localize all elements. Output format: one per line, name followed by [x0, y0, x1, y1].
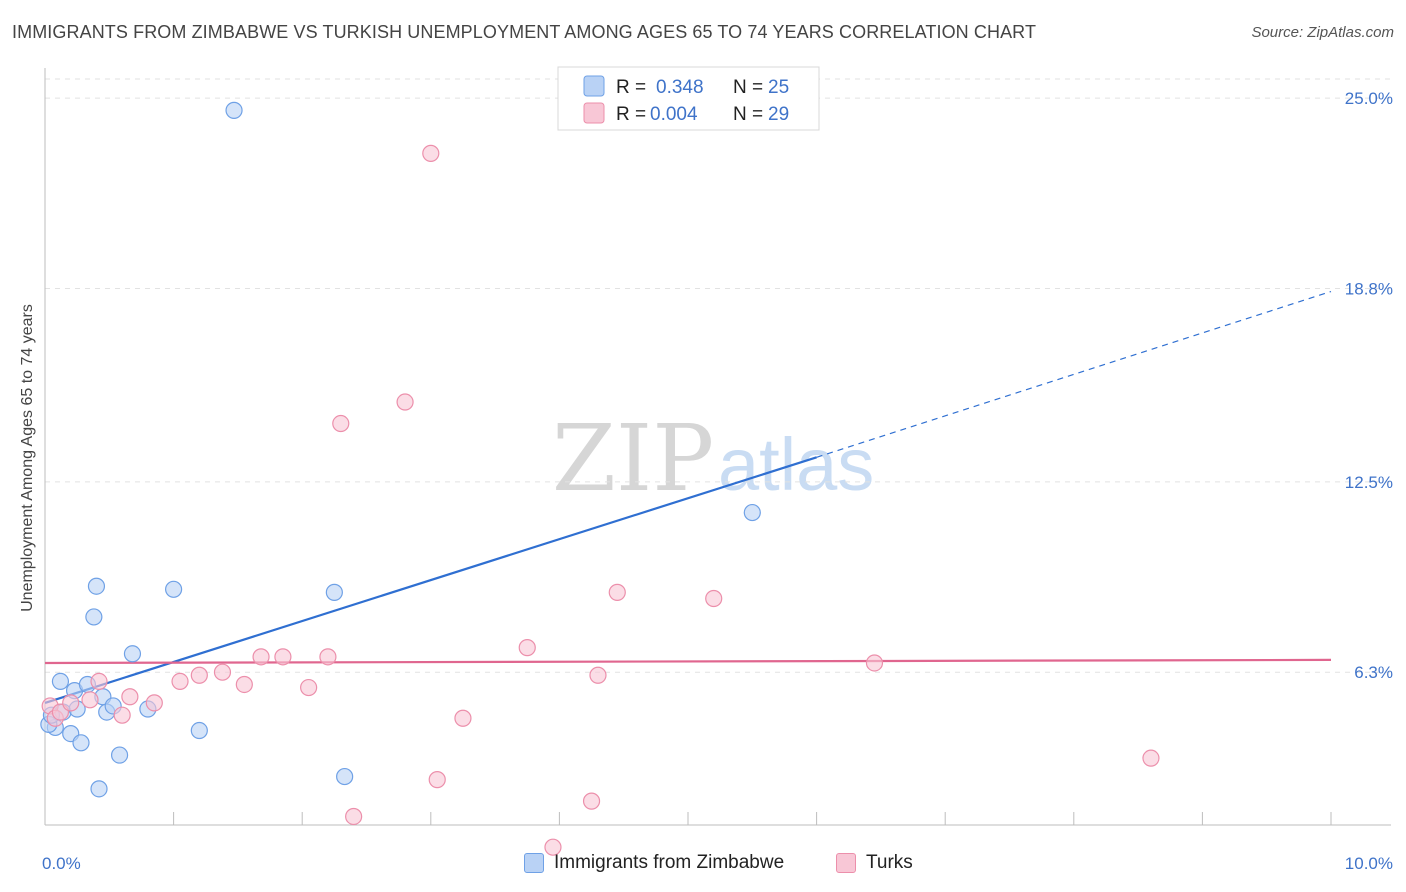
- bottom-legend-turks: Turks: [836, 852, 913, 874]
- turks-point-26: [589, 666, 607, 684]
- turks-point-18: [345, 807, 363, 826]
- turks-point-30: [1142, 749, 1160, 767]
- turks-point-23: [518, 639, 536, 657]
- turks-point-16: [319, 648, 337, 666]
- zimbabwe-point-9: [87, 577, 106, 595]
- zimbabwe-point-10: [90, 780, 108, 798]
- zimbabwe-point-22: [743, 503, 761, 522]
- turks-point-27: [608, 583, 626, 601]
- x-tick-label-max: 10.0%: [1345, 854, 1393, 873]
- legend: R = 0.348 N = 25 R = 0.004 N = 29: [557, 66, 820, 131]
- turks-point-3: [62, 694, 80, 712]
- legend-n-label-zimbabwe: N =: [733, 77, 763, 98]
- turks-point-5: [90, 672, 108, 691]
- legend-n-value-turks: 29: [768, 104, 789, 125]
- zimbabwe-point-15: [123, 645, 142, 663]
- zimbabwe-trend-extension: [816, 290, 1332, 458]
- turks-point-11: [213, 663, 232, 681]
- x-tick-label-min: 0.0%: [42, 854, 81, 873]
- legend-r-label-turks: R =: [616, 104, 646, 125]
- legend-r-label-zimbabwe: R =: [616, 77, 646, 98]
- legend-r-value-turks: 0.004: [650, 104, 698, 125]
- legend-n-value-zimbabwe: 25: [768, 77, 789, 98]
- zimbabwe-point-1: [51, 672, 70, 691]
- zimbabwe-point-20: [325, 583, 343, 601]
- bottom-legend-zimbabwe: Immigrants from Zimbabwe: [524, 852, 784, 874]
- turks-point-19: [396, 393, 414, 411]
- turks-point-10: [190, 666, 208, 684]
- zimbabwe-point-6: [72, 734, 90, 752]
- y-tick-label-1: 12.5%: [1345, 473, 1393, 492]
- chart-source: Source: ZipAtlas.com: [1251, 24, 1394, 41]
- turks-point-20: [422, 144, 440, 162]
- turks-point-22: [454, 709, 472, 727]
- watermark-zip: ZIP: [552, 405, 714, 512]
- turks-point-12: [235, 675, 253, 694]
- turks-point-25: [582, 792, 601, 810]
- y-tick-label-0: 6.3%: [1354, 663, 1393, 682]
- turks-point-9: [171, 672, 189, 691]
- chart-title: IMMIGRANTS FROM ZIMBABWE VS TURKISH UNEM…: [12, 22, 1037, 42]
- legend-swatch-zimbabwe: [583, 75, 605, 97]
- legend-r-value-zimbabwe: 0.348: [656, 77, 704, 98]
- zimbabwe-point-17: [165, 580, 183, 598]
- zimbabwe-point-18: [190, 721, 208, 740]
- legend-swatch-turks: [583, 102, 605, 124]
- bottom-legend-label-turks: Turks: [866, 852, 913, 873]
- y-tick-label-3: 25.0%: [1345, 89, 1393, 108]
- zimbabwe-point-19: [225, 101, 243, 119]
- bottom-legend-label-zimbabwe: Immigrants from Zimbabwe: [554, 852, 785, 873]
- turks-point-21: [428, 771, 446, 789]
- turks-point-15: [300, 678, 318, 697]
- legend-n-label-turks: N =: [733, 104, 763, 125]
- bottom-legend-swatch-zimbabwe: [524, 853, 544, 873]
- turks-point-17: [332, 414, 350, 433]
- zimbabwe-point-21: [336, 767, 354, 786]
- turks-point-8: [145, 694, 163, 712]
- turks-point-28: [705, 589, 723, 608]
- bottom-legend-swatch-turks: [836, 853, 856, 873]
- turks-point-29: [865, 654, 884, 672]
- zimbabwe-point-8: [85, 608, 103, 626]
- y-tick-label-2: 18.8%: [1345, 279, 1393, 298]
- turks-trend-line: [44, 658, 1332, 665]
- turks-point-7: [121, 688, 139, 706]
- watermark: ZIP atlas: [552, 405, 874, 512]
- turks-point-24: [544, 838, 562, 856]
- turks-point-14: [274, 648, 292, 666]
- zimbabwe-trend-line: [44, 456, 817, 704]
- turks-point-13: [252, 648, 270, 666]
- zimbabwe-point-14: [110, 746, 129, 764]
- turks-point-4: [81, 691, 99, 709]
- turks-point-6: [113, 706, 131, 724]
